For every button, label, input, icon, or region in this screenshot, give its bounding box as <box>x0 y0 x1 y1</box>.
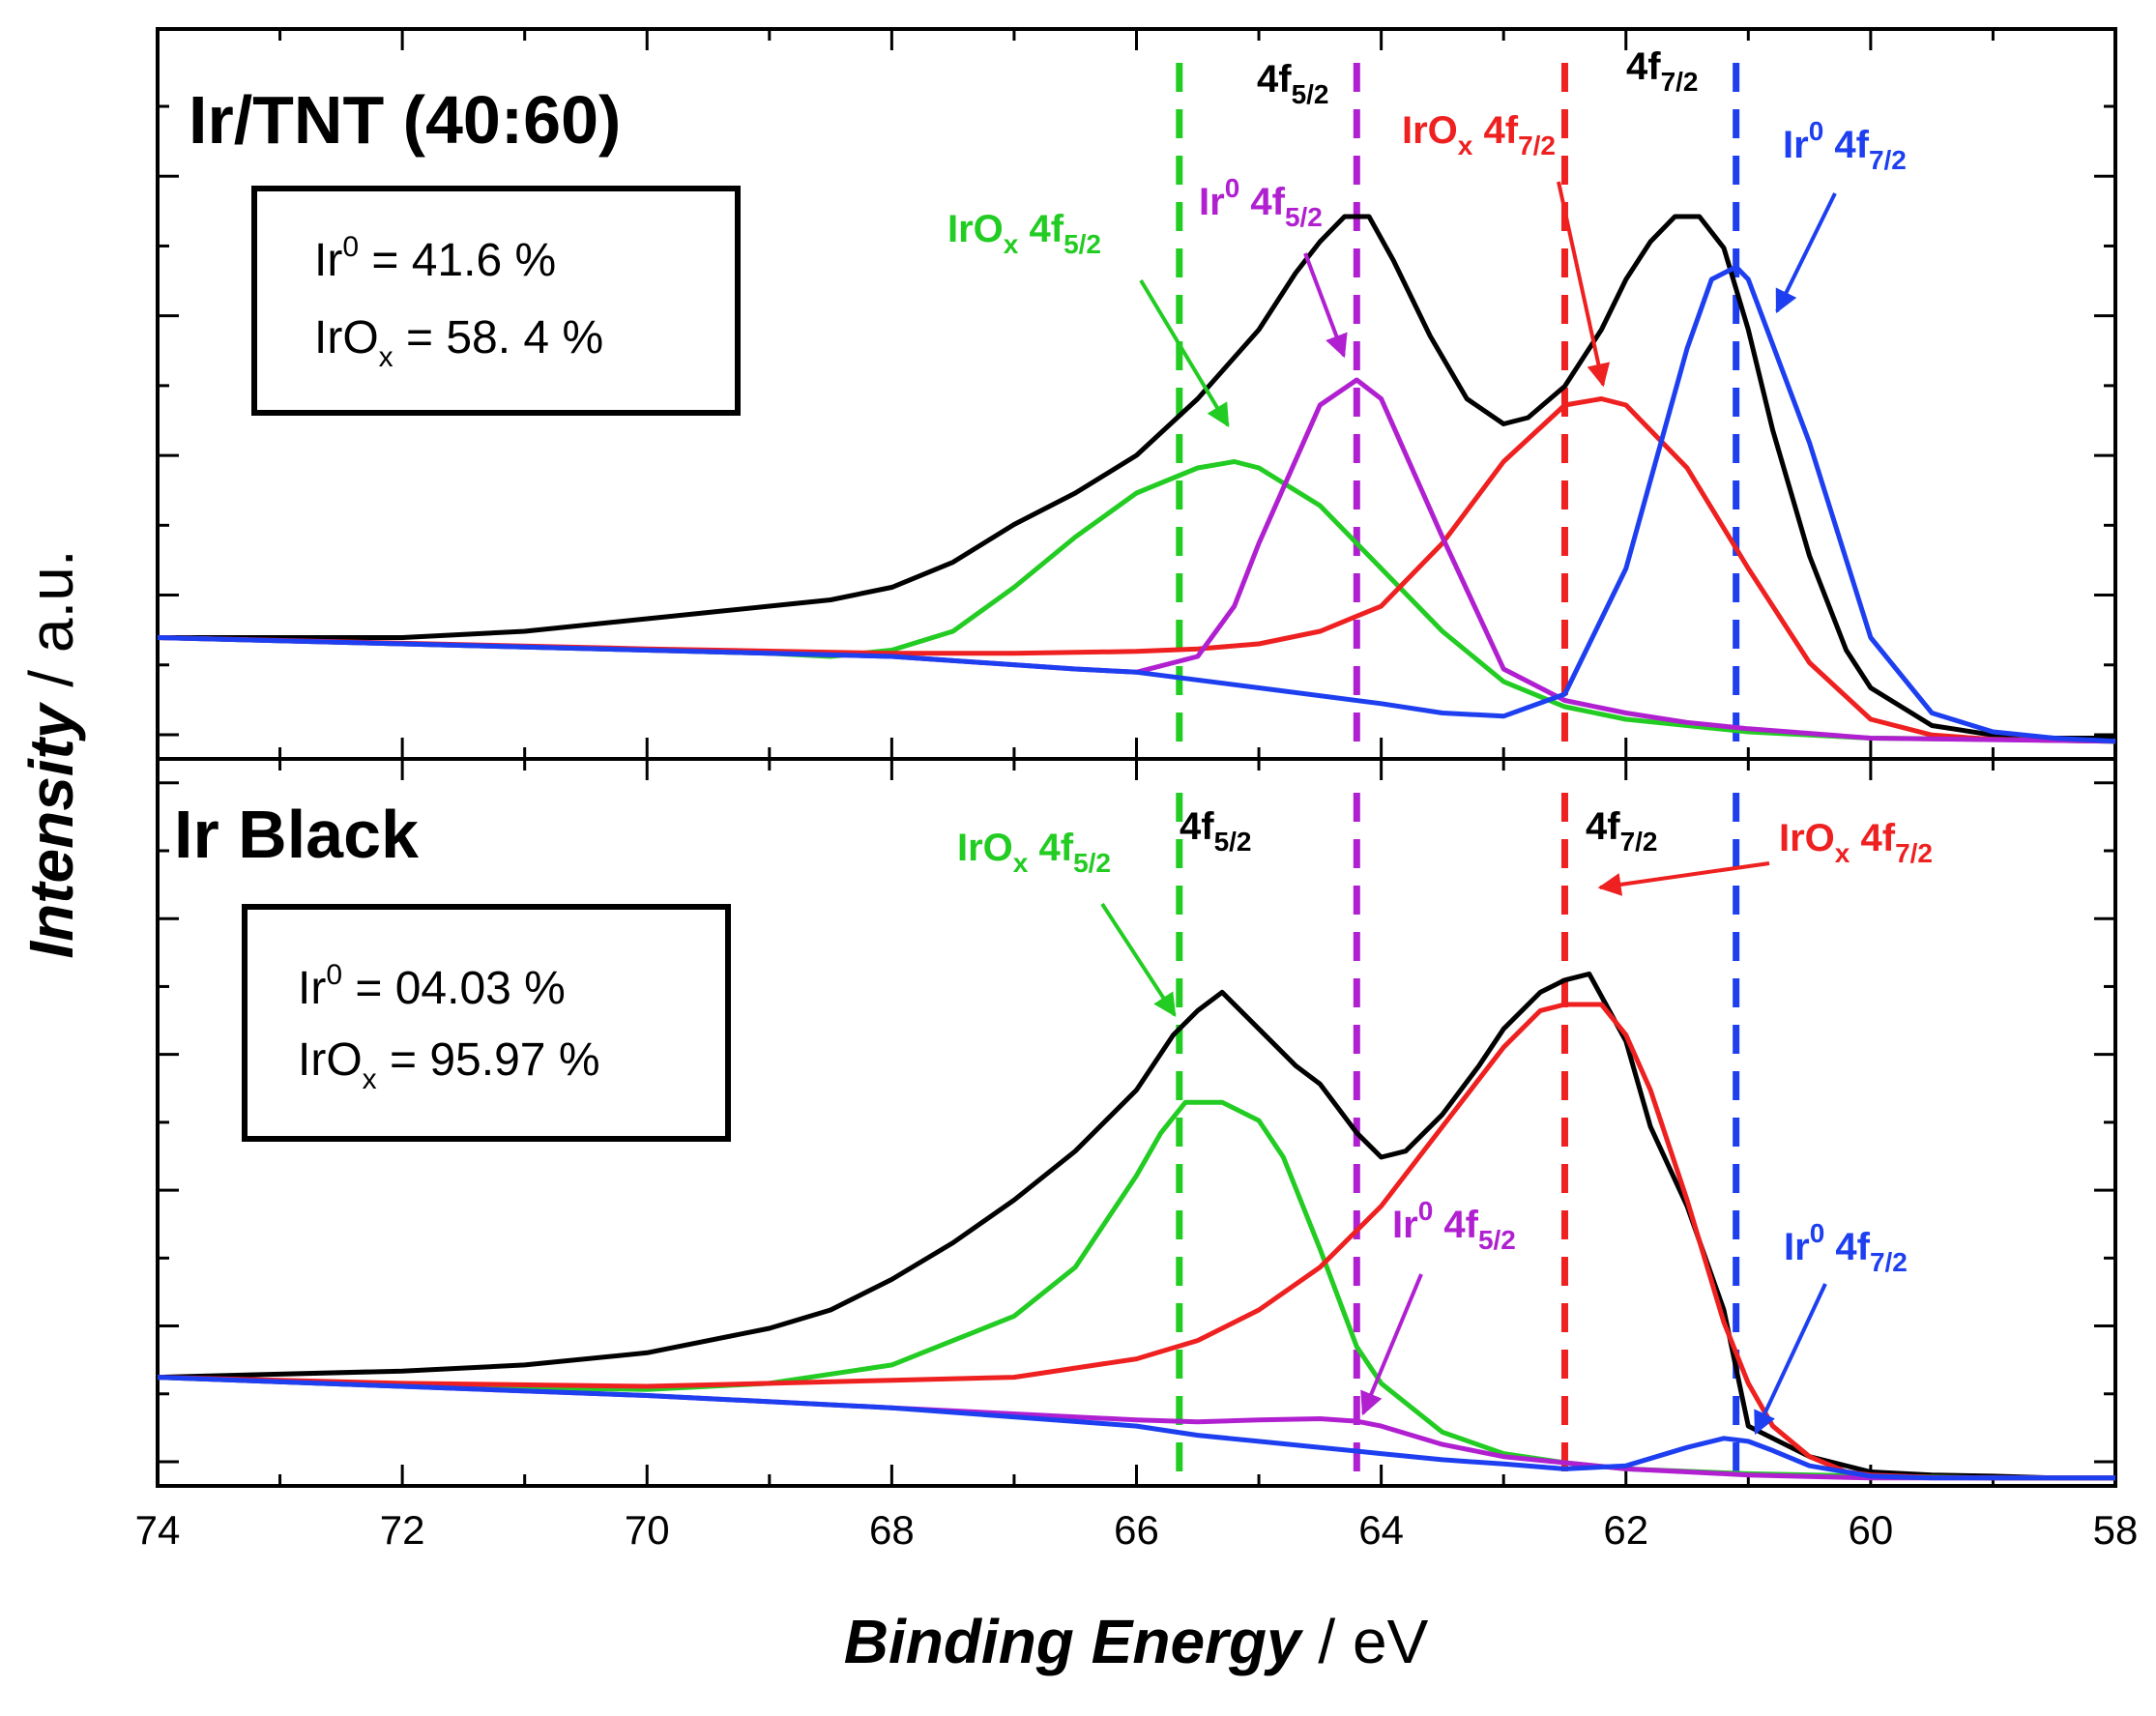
annotation-label-bottom-3: Ir0 4f7/2 <box>1784 1218 1908 1277</box>
panel-title-top: Ir/TNT (40:60) <box>189 82 621 158</box>
series-bottom-irox-4f7-2 <box>157 1002 2115 1481</box>
annotation-arrow-bottom-2 <box>1597 861 1770 896</box>
annotation-arrow-top-0 <box>1139 278 1230 428</box>
series-top-irox-4f7-2 <box>157 396 2116 744</box>
series-top-ir0-4f7-2 <box>157 264 2116 744</box>
composition-line-top-1: IrOx = 58. 4 % <box>314 312 603 373</box>
annotation-arrow-bottom-0 <box>1100 902 1177 1018</box>
y-axis-title: Intensity / a.u. <box>16 549 86 958</box>
composition-box-bottom <box>242 904 731 1142</box>
x-tick-label-64: 64 <box>1358 1507 1404 1553</box>
annotation-label-bottom-0: IrOx 4f5/2 <box>957 827 1111 878</box>
composition-line-bottom-0: Ir0 = 04.03 % <box>298 959 566 1014</box>
composition-line-bottom-1: IrOx = 95.97 % <box>298 1034 600 1095</box>
annotation-arrow-top-1 <box>1303 252 1348 359</box>
x-axis: 74 72 70 68 66 64 62 60 58 Binding Energy / eV <box>135 1507 2139 1676</box>
annotation-arrow-bottom-3 <box>1754 1283 1827 1436</box>
x-tick-label-58: 58 <box>2093 1507 2139 1553</box>
x-tick-label-70: 70 <box>625 1507 670 1553</box>
peak-label-top-0: 4f5/2 <box>1257 58 1329 109</box>
peak-label-top-1: 4f7/2 <box>1626 45 1699 97</box>
x-ticks-top <box>156 29 2117 759</box>
annotation-label-top-2: IrOx 4f7/2 <box>1402 109 1556 160</box>
annotation-label-top-1: Ir0 4f5/2 <box>1199 173 1323 232</box>
x-tick-label-62: 62 <box>1603 1507 1648 1553</box>
panel-top: Ir/TNT (40:60) Ir0 = 41.6 % IrOx = 58. 4 %… <box>156 27 2117 761</box>
peak-label-bottom-0: 4f5/2 <box>1180 805 1252 857</box>
annotation-arrow-bottom-1 <box>1360 1273 1423 1416</box>
x-tick-label-60: 60 <box>1849 1507 1894 1553</box>
panel-bottom: Ir Black Ir0 = 04.03 % IrOx = 95.97 % 4f5/2… <box>156 757 2117 1488</box>
annotation-label-bottom-1: Ir0 4f5/2 <box>1392 1196 1516 1255</box>
series-top-ir0-4f5-2 <box>157 377 2116 744</box>
y-ticks-bottom <box>158 781 2115 1464</box>
series-top-measured <box>158 214 2115 741</box>
composition-line-top-0: Ir0 = 41.6 % <box>314 231 556 286</box>
composition-box-top <box>251 186 741 416</box>
x-tick-label-66: 66 <box>1114 1507 1159 1553</box>
annotation-label-top-0: IrOx 4f5/2 <box>947 208 1101 259</box>
panel-title-bottom: Ir Black <box>174 797 419 872</box>
series-bottom-measured <box>157 971 2115 1481</box>
annotation-label-top-3: Ir0 4f7/2 <box>1783 116 1907 175</box>
annotation-arrow-top-2 <box>1557 181 1611 388</box>
series-top-irox-4f5-2 <box>157 459 2116 744</box>
y-ticks-top <box>158 104 2115 737</box>
x-tick-label-72: 72 <box>380 1507 425 1553</box>
series-bottom-ir0-4f7-2 <box>157 1375 2115 1481</box>
x-tick-label-68: 68 <box>869 1507 915 1553</box>
y-axis-title-text: Intensity / a.u. <box>16 549 86 958</box>
annotation-arrow-top-3 <box>1775 192 1837 314</box>
x-axis-title: Binding Energy / eV <box>844 1607 1429 1676</box>
x-tick-label-74: 74 <box>135 1507 181 1553</box>
peak-label-bottom-1: 4f7/2 <box>1586 805 1658 857</box>
annotation-label-bottom-2: IrOx 4f7/2 <box>1779 817 1933 868</box>
